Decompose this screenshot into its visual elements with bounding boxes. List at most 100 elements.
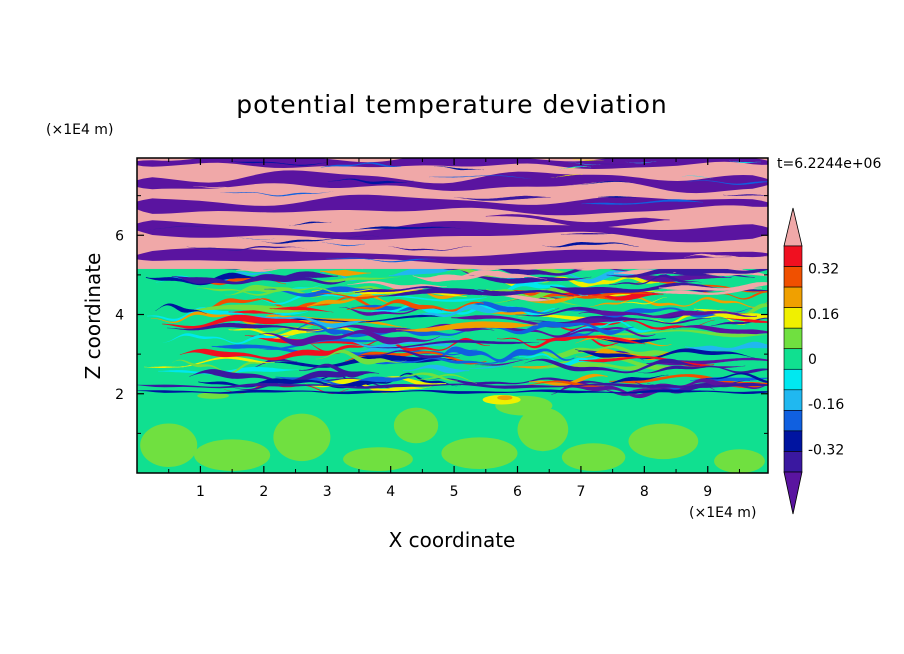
contour-band (366, 357, 523, 365)
contour-band (487, 267, 595, 276)
contour-band (672, 325, 768, 335)
x-tick-label: 4 (386, 484, 395, 500)
contour-band (137, 220, 768, 243)
contour-band (388, 246, 472, 251)
contour-blob (441, 437, 518, 470)
contour-band (609, 274, 702, 285)
contour-band (396, 321, 539, 332)
contour-band (137, 170, 768, 194)
contour-band (326, 257, 437, 263)
contour-band (578, 310, 757, 318)
contour-band (684, 253, 768, 260)
contour-band (597, 387, 662, 396)
contour-band (729, 160, 761, 163)
colorbar-label: -0.32 (808, 442, 844, 458)
contour-band (334, 235, 379, 239)
contour-band (186, 246, 308, 251)
contour-band (137, 194, 768, 216)
contour-band (167, 322, 324, 331)
contour-band (459, 301, 560, 314)
contour-band (137, 389, 768, 395)
x-tick-label: 8 (640, 484, 649, 500)
contour-band (549, 168, 584, 172)
contour-band (316, 293, 390, 300)
contour-band (189, 369, 366, 385)
contour-band (434, 166, 484, 171)
contour-band (137, 382, 768, 389)
chart-title: potential temperature deviation (236, 90, 667, 119)
contour-band (185, 304, 315, 313)
colorbar-segment (783, 368, 803, 391)
contour-blob (343, 447, 413, 472)
contour-band (261, 238, 344, 244)
contour-band (464, 275, 592, 284)
contour-band (723, 194, 768, 196)
contour-band (620, 297, 667, 305)
contour-band (542, 242, 639, 248)
contour-band (232, 187, 310, 192)
contour-band (475, 359, 532, 366)
contour-band (327, 178, 414, 185)
contour-band (354, 350, 460, 359)
time-label: t=6.2244e+06 (777, 156, 881, 172)
colorbar-segment (783, 389, 803, 411)
contour-band (604, 268, 732, 282)
x-tick-label: 2 (259, 484, 268, 500)
contour-band (570, 320, 661, 334)
x-axis: 1 2 3 4 5 6 7 8 9 (168, 158, 740, 500)
contour-band (285, 321, 366, 335)
plot-frame (136, 157, 769, 474)
contour-band (354, 226, 461, 230)
colorbar-segment (783, 430, 803, 452)
contour-band (468, 290, 574, 297)
contour-band (531, 360, 657, 371)
contour-band (658, 282, 768, 291)
contour-band (686, 180, 768, 185)
contour-band (581, 199, 703, 205)
contour-blob (628, 423, 699, 460)
contour-blob (497, 395, 513, 401)
contour-band (469, 364, 514, 369)
contour-band (453, 195, 551, 201)
contour-band (590, 163, 625, 165)
contour-band (196, 287, 373, 296)
contour-band (485, 214, 670, 228)
contour-band (504, 294, 574, 302)
contour-band (710, 317, 768, 327)
contour-band (487, 295, 582, 306)
colorbar-label: 0.32 (808, 262, 839, 278)
contour-band (590, 297, 768, 308)
contour-band (575, 348, 756, 359)
contour-band (602, 329, 768, 338)
contour-band (137, 247, 768, 266)
colorbar-segment (783, 410, 803, 432)
contour-band (467, 321, 634, 335)
contour-band (412, 270, 525, 282)
contour-band (568, 162, 601, 166)
contour-band (250, 357, 298, 369)
contour-band (137, 158, 768, 169)
x-tick-label: 3 (323, 484, 332, 500)
y-unit-label: (×1E4 m) (46, 122, 113, 138)
contour-band (228, 310, 282, 315)
contour-band (559, 166, 591, 170)
contour-band (264, 286, 373, 298)
x-unit-label: (×1E4 m) (689, 505, 756, 521)
colorbar-extend-low (783, 471, 803, 515)
contour-band (693, 289, 768, 300)
contour-band (229, 161, 327, 166)
contour-band (158, 366, 299, 375)
colorbar-segment (783, 348, 803, 370)
contour-band (528, 373, 608, 386)
colorbar-label: 0 (808, 352, 817, 368)
contour-band (719, 317, 768, 323)
contour-band (320, 162, 402, 168)
contour-band (719, 303, 768, 317)
contour-band (179, 348, 353, 361)
contour-blob (517, 407, 569, 452)
contour-band (598, 196, 637, 198)
contour-band (685, 341, 768, 351)
colorbar-segment (783, 451, 803, 473)
colorbar-segment (783, 266, 803, 288)
contour-band (606, 374, 669, 384)
